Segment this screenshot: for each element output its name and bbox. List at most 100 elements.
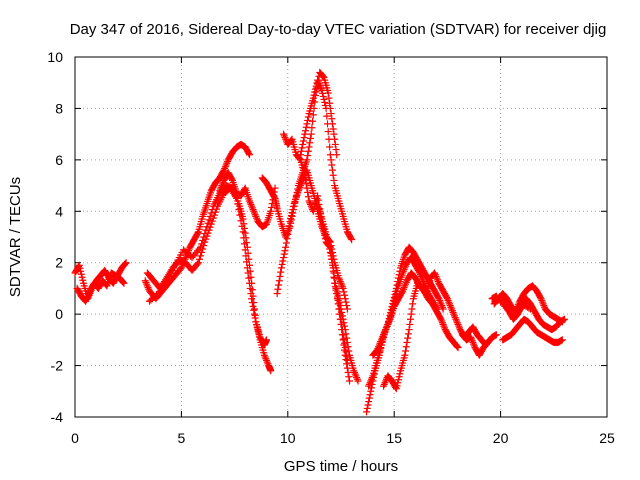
data-point	[399, 269, 407, 277]
data-point	[329, 125, 337, 133]
series-track-k	[314, 207, 351, 313]
data-point	[365, 380, 373, 388]
data-point	[245, 197, 253, 205]
data-point	[468, 335, 476, 343]
data-point	[321, 98, 329, 106]
data-point	[345, 373, 353, 381]
data-point	[328, 115, 336, 123]
data-point	[346, 377, 354, 385]
data-point	[207, 220, 215, 228]
data-point	[328, 245, 336, 253]
data-point	[302, 123, 310, 131]
data-point	[345, 347, 353, 355]
data-point	[396, 370, 404, 378]
data-point	[399, 285, 407, 293]
data-point	[204, 219, 212, 227]
y-tick-label: 10	[47, 49, 63, 65]
data-point	[247, 273, 255, 281]
data-point	[329, 252, 337, 260]
data-point	[299, 137, 307, 145]
data-point	[443, 293, 451, 301]
data-point	[303, 156, 311, 164]
data-point	[195, 255, 203, 263]
data-point	[247, 200, 255, 208]
data-point	[336, 276, 344, 284]
data-point	[282, 243, 290, 251]
x-tick-label: 25	[599, 430, 615, 446]
data-point	[434, 278, 442, 286]
data-point	[432, 272, 440, 280]
data-point	[402, 343, 410, 351]
data-point	[385, 317, 393, 325]
data-point	[318, 86, 326, 94]
data-point	[224, 158, 232, 166]
data-point	[242, 234, 250, 242]
data-point	[77, 270, 85, 278]
data-point	[492, 331, 500, 339]
data-point	[401, 282, 409, 290]
data-point	[306, 200, 314, 208]
data-point	[243, 243, 251, 251]
data-point	[222, 161, 230, 169]
data-point	[208, 206, 216, 214]
data-point	[406, 320, 414, 328]
data-point	[245, 149, 253, 157]
data-point	[436, 296, 444, 304]
data-point	[282, 135, 290, 143]
data-point	[382, 324, 390, 332]
data-point	[331, 140, 339, 148]
data-point	[302, 180, 310, 188]
data-point	[333, 284, 341, 292]
data-point	[454, 320, 462, 328]
data-point	[326, 143, 334, 151]
data-point	[314, 78, 322, 86]
data-point	[343, 302, 351, 310]
data-point	[367, 377, 375, 385]
data-point	[298, 144, 306, 152]
data-point	[402, 280, 410, 288]
data-point	[287, 215, 295, 223]
data-point	[119, 278, 127, 286]
data-point	[380, 329, 388, 337]
data-point	[76, 264, 84, 272]
data-point	[377, 338, 385, 346]
data-point	[248, 286, 256, 294]
data-point	[331, 279, 339, 287]
data-point	[263, 336, 271, 344]
data-point	[320, 228, 328, 236]
data-point	[330, 255, 338, 263]
data-point	[241, 229, 249, 237]
data-point	[143, 282, 151, 290]
data-point	[343, 360, 351, 368]
data-point	[392, 383, 400, 391]
data-point	[310, 91, 318, 99]
data-markers	[71, 68, 568, 416]
data-point	[453, 343, 461, 351]
data-point	[436, 314, 444, 322]
data-point	[280, 250, 288, 258]
data-point	[364, 401, 372, 409]
data-point	[336, 298, 344, 306]
data-point	[380, 380, 388, 388]
data-point	[305, 143, 313, 151]
data-point	[326, 238, 334, 246]
data-point	[536, 293, 544, 301]
data-point	[78, 273, 86, 281]
series-track-n	[365, 254, 441, 390]
data-point	[250, 305, 258, 313]
data-point	[394, 379, 402, 387]
data-point	[335, 295, 343, 303]
data-point	[300, 134, 308, 142]
data-point	[333, 151, 341, 159]
data-point	[309, 111, 317, 119]
data-point	[438, 317, 446, 325]
data-point	[280, 130, 288, 138]
data-point	[83, 294, 91, 302]
data-point	[439, 320, 447, 328]
data-point	[143, 280, 151, 288]
data-point	[321, 101, 329, 109]
data-point	[250, 299, 258, 307]
data-point	[325, 135, 333, 143]
data-point	[415, 268, 423, 276]
data-point	[252, 212, 260, 220]
